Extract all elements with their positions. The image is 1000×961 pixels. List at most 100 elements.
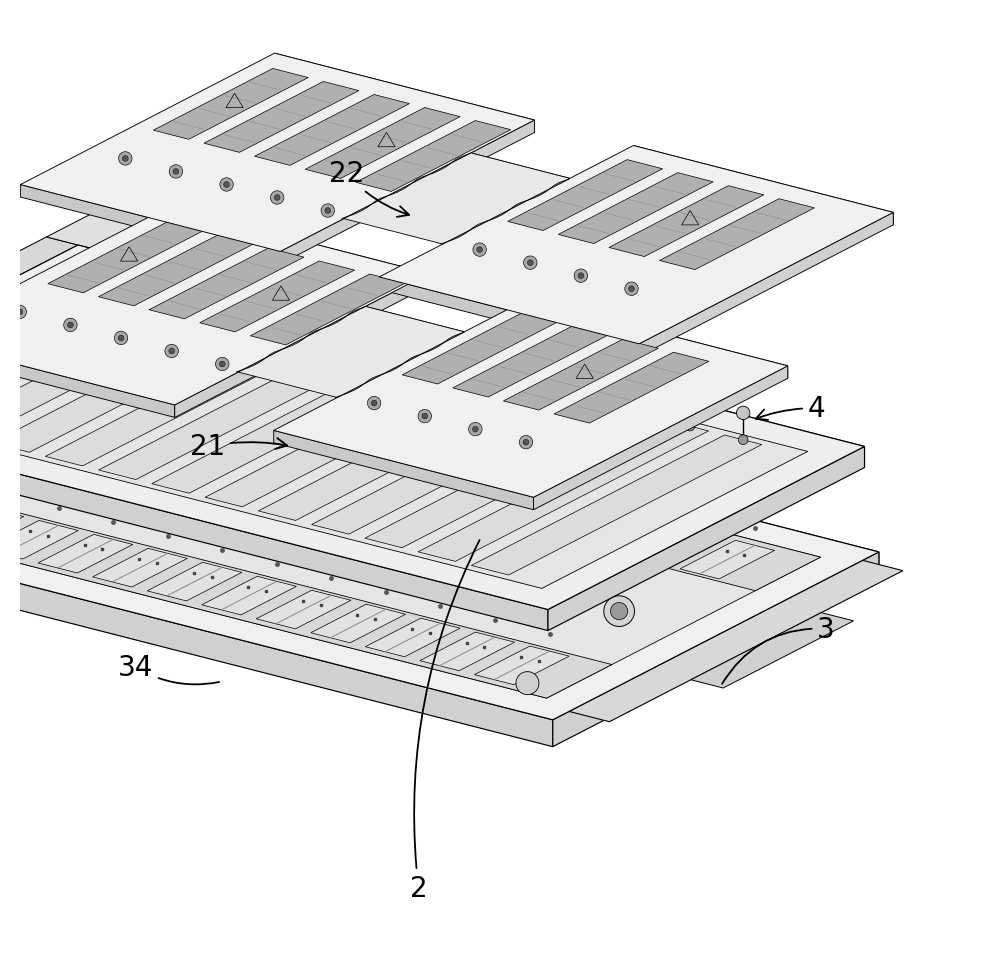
Circle shape bbox=[304, 525, 322, 542]
Text: 22: 22 bbox=[329, 160, 409, 217]
Polygon shape bbox=[609, 186, 764, 258]
Polygon shape bbox=[471, 154, 570, 188]
Circle shape bbox=[68, 323, 73, 329]
Polygon shape bbox=[0, 346, 879, 720]
Polygon shape bbox=[660, 200, 814, 270]
Polygon shape bbox=[169, 208, 429, 286]
Polygon shape bbox=[0, 338, 175, 418]
Circle shape bbox=[629, 286, 634, 292]
Circle shape bbox=[430, 560, 438, 568]
Circle shape bbox=[216, 357, 229, 371]
Circle shape bbox=[579, 395, 588, 405]
Polygon shape bbox=[255, 95, 409, 166]
Polygon shape bbox=[516, 499, 611, 537]
Polygon shape bbox=[46, 213, 173, 258]
Polygon shape bbox=[20, 54, 534, 252]
Polygon shape bbox=[569, 561, 903, 722]
Polygon shape bbox=[78, 246, 865, 468]
Circle shape bbox=[578, 274, 584, 280]
Circle shape bbox=[738, 435, 748, 445]
Circle shape bbox=[472, 427, 478, 432]
Polygon shape bbox=[244, 430, 338, 468]
Polygon shape bbox=[0, 476, 612, 699]
Polygon shape bbox=[0, 272, 123, 412]
Polygon shape bbox=[153, 69, 308, 140]
Polygon shape bbox=[0, 514, 553, 747]
Circle shape bbox=[274, 195, 280, 201]
Circle shape bbox=[122, 157, 128, 162]
Circle shape bbox=[736, 407, 750, 420]
Circle shape bbox=[367, 397, 381, 410]
Polygon shape bbox=[558, 174, 713, 244]
Polygon shape bbox=[280, 121, 534, 264]
Polygon shape bbox=[0, 208, 429, 406]
Polygon shape bbox=[639, 213, 893, 357]
Polygon shape bbox=[134, 402, 229, 440]
Text: 34: 34 bbox=[118, 653, 219, 684]
Polygon shape bbox=[0, 285, 176, 426]
Circle shape bbox=[611, 603, 628, 620]
Circle shape bbox=[683, 393, 697, 407]
Polygon shape bbox=[420, 632, 515, 671]
Circle shape bbox=[525, 381, 535, 390]
Polygon shape bbox=[152, 354, 442, 494]
Polygon shape bbox=[344, 154, 570, 245]
Circle shape bbox=[17, 309, 23, 315]
Circle shape bbox=[470, 338, 484, 352]
Circle shape bbox=[472, 367, 482, 377]
Circle shape bbox=[169, 165, 183, 179]
Circle shape bbox=[13, 306, 26, 319]
Circle shape bbox=[169, 349, 175, 355]
Circle shape bbox=[0, 446, 15, 463]
Circle shape bbox=[153, 285, 162, 295]
Polygon shape bbox=[305, 109, 460, 179]
Circle shape bbox=[422, 414, 428, 420]
Polygon shape bbox=[0, 521, 78, 559]
Circle shape bbox=[206, 299, 216, 308]
Circle shape bbox=[119, 153, 132, 166]
Circle shape bbox=[48, 350, 75, 377]
Circle shape bbox=[418, 410, 431, 424]
Circle shape bbox=[270, 191, 284, 205]
Circle shape bbox=[224, 183, 229, 188]
Polygon shape bbox=[14, 368, 821, 591]
Polygon shape bbox=[0, 355, 41, 497]
Polygon shape bbox=[508, 160, 663, 232]
Text: 2: 2 bbox=[410, 540, 480, 901]
Polygon shape bbox=[147, 563, 242, 602]
Polygon shape bbox=[418, 422, 709, 562]
Circle shape bbox=[312, 327, 322, 336]
Polygon shape bbox=[189, 415, 284, 454]
Polygon shape bbox=[548, 447, 865, 631]
Circle shape bbox=[551, 591, 559, 599]
Polygon shape bbox=[256, 591, 351, 629]
Polygon shape bbox=[356, 121, 511, 192]
Polygon shape bbox=[474, 647, 569, 685]
Circle shape bbox=[220, 179, 233, 192]
Circle shape bbox=[473, 244, 486, 257]
Polygon shape bbox=[98, 235, 253, 307]
Polygon shape bbox=[238, 307, 464, 398]
Polygon shape bbox=[553, 553, 879, 747]
Polygon shape bbox=[625, 527, 720, 565]
Circle shape bbox=[99, 272, 109, 282]
Circle shape bbox=[173, 169, 179, 175]
Circle shape bbox=[63, 463, 80, 480]
Polygon shape bbox=[99, 340, 389, 480]
Polygon shape bbox=[250, 275, 405, 346]
Polygon shape bbox=[311, 604, 406, 643]
Polygon shape bbox=[274, 431, 534, 510]
Polygon shape bbox=[175, 274, 429, 418]
Circle shape bbox=[309, 530, 317, 537]
Circle shape bbox=[114, 332, 128, 345]
Circle shape bbox=[54, 356, 69, 371]
Circle shape bbox=[524, 257, 537, 270]
Polygon shape bbox=[0, 246, 865, 610]
Polygon shape bbox=[365, 307, 464, 341]
Circle shape bbox=[325, 209, 331, 214]
Polygon shape bbox=[0, 267, 808, 589]
Polygon shape bbox=[402, 314, 557, 384]
Polygon shape bbox=[471, 435, 762, 576]
Text: 21: 21 bbox=[190, 433, 287, 461]
Polygon shape bbox=[149, 249, 304, 319]
